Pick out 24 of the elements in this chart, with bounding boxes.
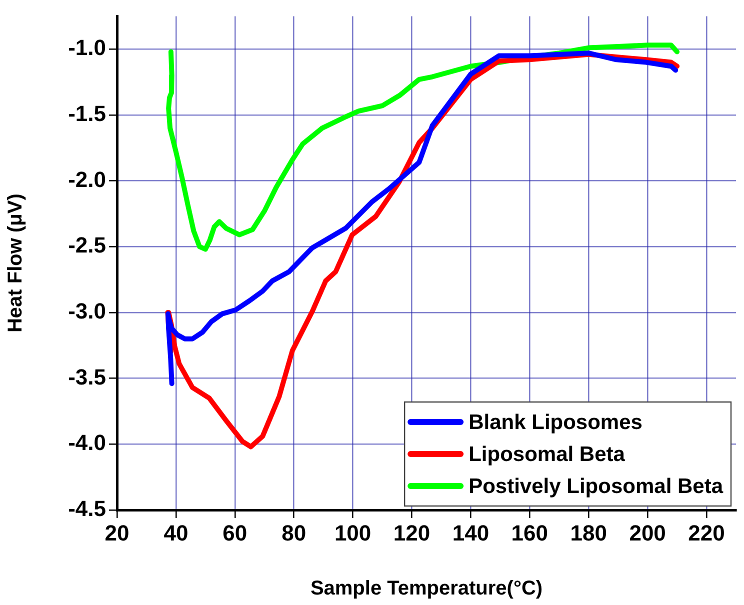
x-tick-label: 40 [164, 520, 188, 546]
y-tick-label: -2.5 [68, 232, 106, 258]
x-tick-label: 120 [393, 520, 430, 546]
x-tick-label: 160 [511, 520, 548, 546]
legend-label: Liposomal Beta [468, 442, 626, 466]
y-tick-label: -2.0 [68, 166, 106, 192]
legend-label: Blank Liposomes [468, 410, 642, 434]
x-tick-label: 180 [570, 520, 607, 546]
y-tick-label: -4.5 [68, 496, 106, 522]
x-tick-label: 100 [334, 520, 372, 546]
y-tick-label: -3.5 [68, 364, 106, 390]
x-tick-label: 140 [452, 520, 490, 546]
y-tick-label: -3.0 [68, 298, 106, 324]
x-tick-label: 200 [629, 520, 666, 546]
x-tick-label: 220 [688, 520, 725, 546]
y-axis-title: Heat Flow (μV) [4, 194, 27, 333]
x-tick-label: 20 [104, 520, 130, 546]
legend-label: Postively Liposomal Beta [468, 474, 724, 498]
y-tick-label: -1.0 [68, 35, 106, 60]
x-axis-title: Sample Temperature(°C) [310, 578, 543, 600]
x-tick-label: 60 [222, 520, 248, 546]
x-tick-label: 80 [282, 520, 306, 546]
y-tick-label: -4.0 [68, 430, 106, 456]
y-tick-label: -1.5 [68, 101, 106, 126]
